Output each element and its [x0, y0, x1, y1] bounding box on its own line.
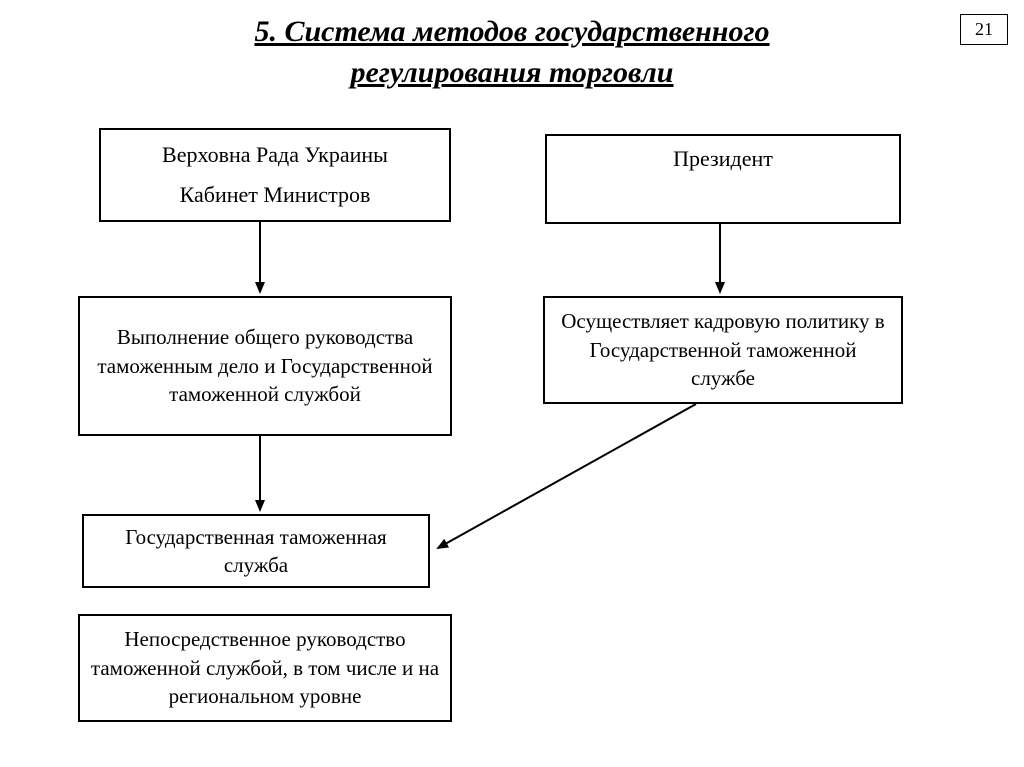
node-personnel-text: Осуществляет кадровую политику в Государ…: [555, 307, 891, 392]
node-customs-text: Государственная таможенная служба: [94, 523, 418, 580]
title-line-1: 5. Система методов государственного: [0, 12, 1024, 53]
node-direct: Непосредственное руководство таможенной …: [78, 614, 452, 722]
page-number: 21: [975, 19, 993, 39]
title-line-2: регулирования торговли: [0, 53, 1024, 94]
node-execution-text: Выполнение общего руководства таможенным…: [90, 323, 440, 408]
node-execution: Выполнение общего руководства таможенным…: [78, 296, 452, 436]
node-president: Президент: [545, 134, 901, 224]
node-personnel: Осуществляет кадровую политику в Государ…: [543, 296, 903, 404]
node-rada-line2: Кабинет Министров: [180, 180, 371, 210]
node-rada: Верховна Рада Украины Кабинет Министров: [99, 128, 451, 222]
node-president-text: Президент: [673, 144, 773, 174]
slide-title: 5. Система методов государственного регу…: [0, 0, 1024, 93]
node-direct-text: Непосредственное руководство таможенной …: [90, 625, 440, 710]
page-number-box: 21: [960, 14, 1008, 45]
node-rada-line1: Верховна Рада Украины: [162, 140, 388, 170]
node-customs: Государственная таможенная служба: [82, 514, 430, 588]
